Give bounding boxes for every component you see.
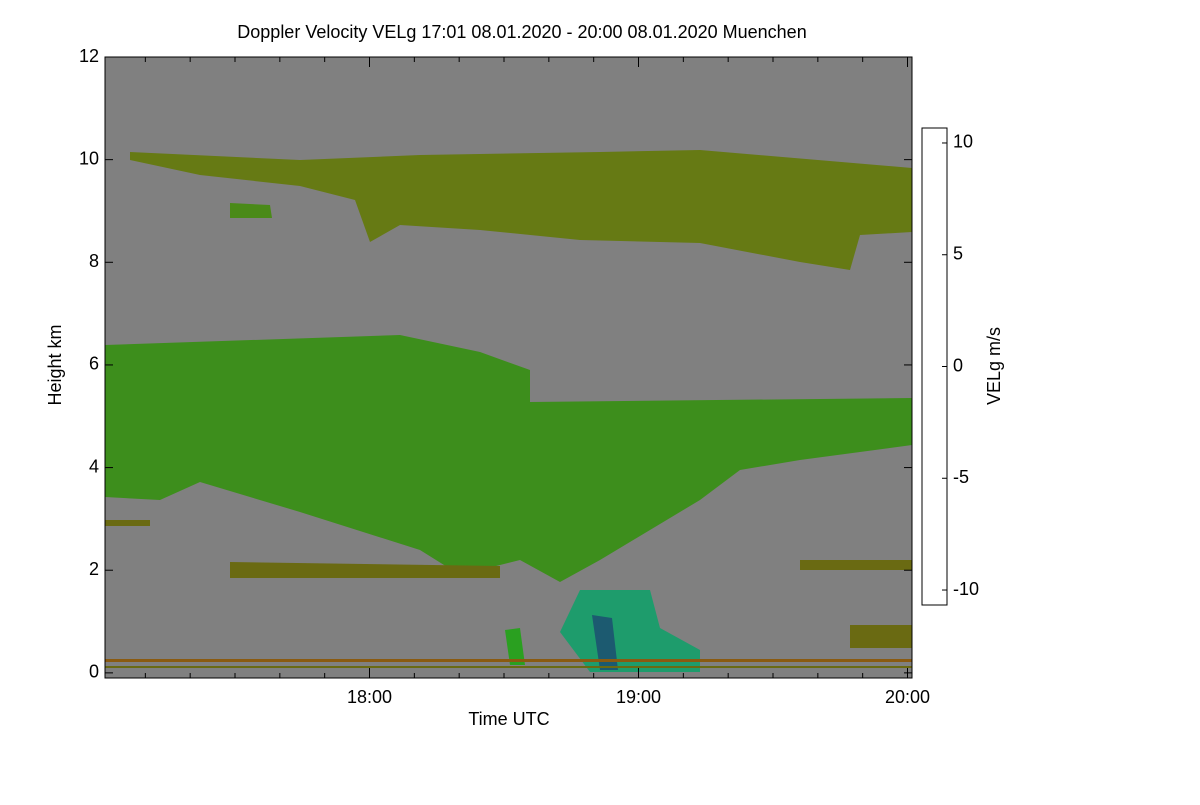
x-axis-label: Time UTC xyxy=(468,709,549,729)
echo-region xyxy=(105,335,912,582)
colorbar-tick-label: 0 xyxy=(953,355,963,375)
colorbar-label: VELg m/s xyxy=(984,327,1004,405)
echo-region xyxy=(230,203,272,218)
echo-layer xyxy=(105,150,912,672)
echo-region xyxy=(800,560,912,570)
colorbar-tick-label: 5 xyxy=(953,243,963,263)
y-tick-label: 10 xyxy=(79,148,99,168)
y-axis-label: Height km xyxy=(45,324,65,405)
y-tick-label: 0 xyxy=(89,662,99,682)
colorbar-tick-label: 10 xyxy=(953,132,973,152)
echo-region xyxy=(850,625,912,648)
echo-region xyxy=(105,666,912,668)
y-tick-label: 6 xyxy=(89,354,99,374)
y-tick-label: 2 xyxy=(89,559,99,579)
colorbar-tick-label: -10 xyxy=(953,579,979,599)
echo-region xyxy=(230,562,500,578)
echo-region xyxy=(560,590,700,672)
echo-region xyxy=(130,150,912,270)
y-tick-label: 12 xyxy=(79,46,99,66)
echo-region xyxy=(505,628,525,665)
echo-region xyxy=(105,659,912,662)
y-tick-label: 8 xyxy=(89,251,99,271)
echo-region xyxy=(105,520,150,526)
x-tick-label: 20:00 xyxy=(885,687,930,707)
chart-title: Doppler Velocity VELg 17:01 08.01.2020 -… xyxy=(237,22,806,42)
plot-frame xyxy=(104,56,913,679)
echo-region xyxy=(592,615,618,670)
x-tick-label: 19:00 xyxy=(616,687,661,707)
x-tick-label: 18:00 xyxy=(347,687,392,707)
y-tick-label: 4 xyxy=(89,456,99,476)
colorbar-tick-label: -5 xyxy=(953,467,969,487)
